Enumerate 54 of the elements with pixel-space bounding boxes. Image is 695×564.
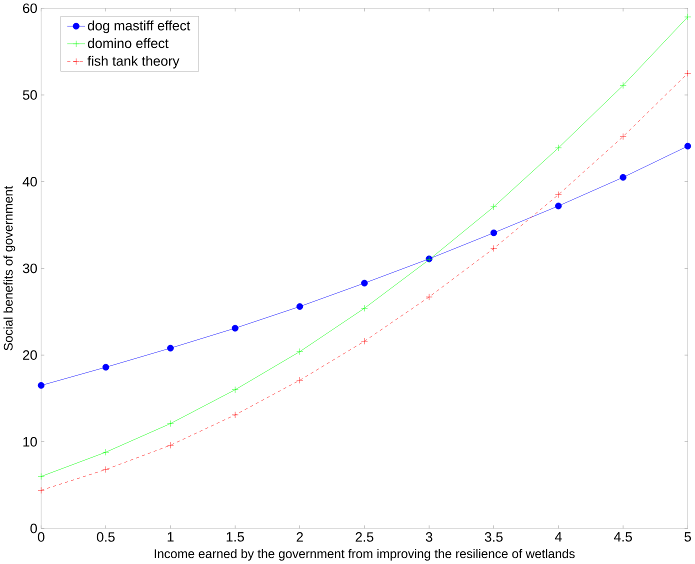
point: [490, 203, 498, 210]
x-tick-label: 0: [38, 532, 44, 542]
point: [684, 142, 692, 150]
x-tick-label: 2: [296, 532, 303, 542]
point: [296, 303, 304, 310]
point: [490, 245, 498, 252]
point: [296, 348, 304, 355]
y-tick-label: 30: [22, 264, 37, 274]
y-tick-label: 0: [30, 524, 37, 534]
point: [167, 420, 174, 427]
x-tick-label: 4.5: [614, 532, 632, 542]
point: [38, 486, 44, 494]
point: [555, 202, 562, 210]
point: [684, 70, 692, 77]
point: [620, 82, 626, 89]
x-tick-label: 1.5: [226, 532, 244, 542]
y-tick-label: 20: [23, 350, 37, 360]
x-tick-label: 0.5: [96, 532, 115, 542]
y-tick-label: 40: [22, 176, 37, 186]
point: [38, 382, 44, 389]
point: [38, 473, 44, 480]
point: [555, 144, 562, 152]
point: [167, 344, 174, 352]
point: [361, 304, 368, 312]
y-axis-title: Social benefits of government: [3, 186, 16, 350]
x-axis-title: Income earned by the government from improving the resilience of wetlands: [154, 548, 575, 561]
point: [361, 338, 368, 344]
point: [102, 448, 110, 456]
legend-label: fish tank theory: [88, 56, 180, 68]
x-tick-label: 3: [426, 532, 432, 542]
point: [232, 412, 238, 418]
point: [361, 280, 368, 286]
point: [490, 229, 498, 236]
y-tick-label: 10: [23, 436, 37, 447]
point: [232, 386, 238, 394]
point: [232, 324, 238, 332]
point: [167, 442, 174, 449]
y-tick-label: 50: [22, 90, 37, 100]
point: [555, 191, 562, 198]
point: [102, 364, 110, 370]
point: [102, 466, 110, 473]
point: [684, 14, 692, 20]
y-tick-label: 60: [23, 3, 37, 14]
point: [296, 376, 304, 384]
x-tick-label: 2.5: [356, 532, 374, 542]
point: [620, 133, 626, 140]
x-tick-label: 4: [554, 532, 562, 542]
point: [620, 174, 626, 181]
x-tick-label: 5: [684, 532, 691, 542]
point: [426, 294, 432, 300]
x-tick-label: 3.5: [484, 532, 503, 542]
x-tick-label: 1: [168, 532, 174, 542]
legend-label: dog mastiff effect: [88, 20, 190, 34]
legend-label: domino effect: [88, 38, 169, 48]
